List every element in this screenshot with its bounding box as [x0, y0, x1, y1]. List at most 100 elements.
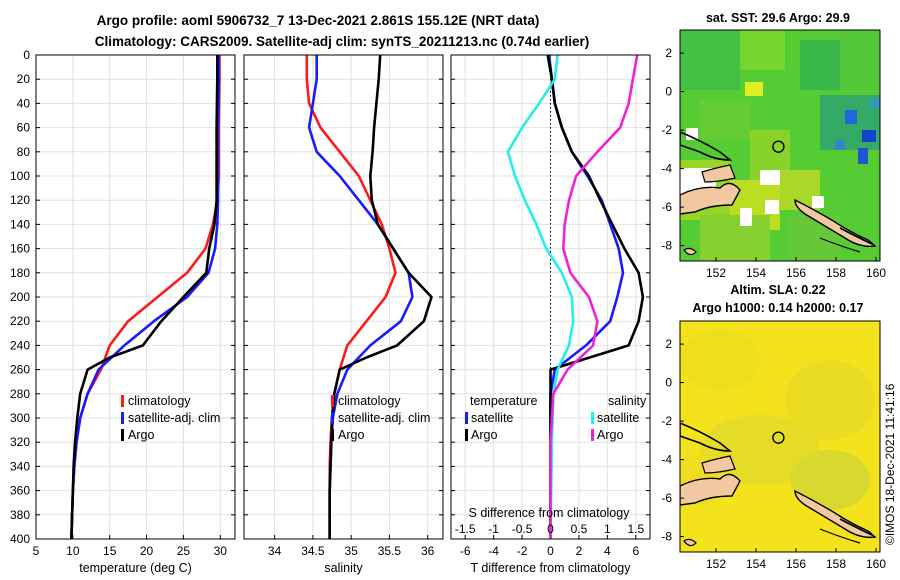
x-tick-label: 0 [547, 544, 554, 558]
x-tick-label: 20 [140, 544, 154, 558]
map-y-tick-label: 2 [665, 46, 672, 60]
legend-s-argo: Argo [597, 428, 623, 442]
legend-temperature-header: temperature [470, 394, 537, 408]
depth-tick-label: 380 [10, 508, 30, 522]
temperature-panel: 0 20 40 60 80 100 120 140 160 180 200 220 240 260 280 3… [10, 48, 236, 575]
legend-climatology-swatch [121, 395, 124, 407]
legend-satellite: satellite-adj. clim [128, 411, 220, 425]
map-x-tick-label: 160 [866, 266, 886, 280]
sst-map-axes: 152 154 156 158 160 2 0 -2 -4 -6 -8 [661, 46, 886, 280]
legend-satellite: satellite-adj. clim [338, 411, 430, 425]
legend-t-satellite-swatch [465, 412, 468, 424]
map-x-tick-label: 156 [786, 266, 806, 280]
x-tick-label: 34 [268, 544, 282, 558]
legend-salinity-header: salinity [608, 394, 647, 408]
x-tick-label: 34.5 [301, 544, 325, 558]
map-y-tick-label: -8 [661, 530, 672, 544]
legend-argo-swatch [331, 429, 334, 441]
depth-tick-label: 240 [10, 338, 30, 352]
legend-argo-swatch [121, 429, 124, 441]
legend-s-satellite-swatch [591, 412, 594, 424]
legend-satellite-swatch [121, 412, 124, 424]
figure-title-line1: Argo profile: aoml 5906732_7 13-Dec-2021… [97, 13, 540, 28]
map-x-tick-label: 160 [866, 557, 886, 571]
depth-tick-label: 80 [17, 145, 31, 159]
legend-satellite-swatch [331, 412, 334, 424]
difference-panel: -6 -4 -2 0 2 4 6T difference from climatology [450, 54, 651, 575]
map-y-tick-label: -6 [661, 491, 672, 505]
s-diff-tick-label: 1 [604, 522, 611, 536]
x-tick-label: 35 [344, 544, 358, 558]
s-diff-tick-label: 0 [547, 522, 554, 536]
depth-tick-label: 220 [10, 314, 30, 328]
sst-map-frame [679, 29, 881, 262]
x-tick-label: -6 [460, 544, 471, 558]
x-tick-label: 5 [33, 544, 40, 558]
depth-tick-label: 300 [10, 411, 30, 425]
map-x-tick-label: 152 [706, 557, 726, 571]
sla-map-image [680, 321, 880, 552]
legend-argo: Argo [338, 428, 364, 442]
map-y-tick-label: 2 [665, 337, 672, 351]
legend-s-satellite: satellite [597, 411, 639, 425]
x-axis-label: salinity [324, 561, 363, 575]
legend-climatology-swatch [331, 395, 334, 407]
x-tick-label: 35.5 [378, 544, 402, 558]
depth-tick-label: 20 [17, 72, 31, 86]
map-y-tick-label: -4 [661, 162, 672, 176]
x-axis-label: temperature (deg C) [79, 561, 192, 575]
sla-map-title-line2: Argo h1000: 0.14 h2000: 0.17 [693, 301, 864, 315]
map-y-tick-label: -2 [661, 123, 672, 137]
depth-tick-label: 60 [17, 121, 31, 135]
s-diff-tick-label: -0.5 [512, 522, 533, 536]
depth-tick-label: 280 [10, 387, 30, 401]
s-diff-tick-label: -1.5 [455, 522, 476, 536]
map-y-tick-label: 0 [665, 376, 672, 390]
x-tick-label: 6 [632, 544, 639, 558]
map-x-tick-label: 154 [746, 266, 766, 280]
x-tick-label: 10 [66, 544, 80, 558]
sla-argo-marker [772, 431, 785, 444]
legend-t-satellite: satellite [471, 411, 513, 425]
difference-legend: temperature satellite Argo salinity sate… [465, 394, 647, 442]
copyright-footer: ©IMOS 18-Dec-2021 11:41:16 [883, 383, 897, 545]
x-tick-label: 15 [103, 544, 117, 558]
sst-map-title: sat. SST: 29.6 Argo: 29.9 [706, 11, 850, 25]
depth-tick-label: 200 [10, 290, 30, 304]
depth-tick-label: 40 [17, 96, 31, 110]
legend-s-argo-swatch [591, 429, 594, 441]
s-diff-tick-label: 1.5 [627, 522, 644, 536]
legend-argo: Argo [128, 428, 154, 442]
depth-tick-label: 260 [10, 363, 30, 377]
legend-climatology: climatology [338, 394, 401, 408]
salinity-panel: 34 34.5 35 35.5 36 salinity [243, 54, 444, 575]
depth-tick-label: 360 [10, 484, 30, 498]
figure-title-line2: Climatology: CARS2009. Satellite-adj cli… [95, 34, 589, 49]
x-axis-label: T difference from climatology [470, 561, 631, 575]
panel-frame [450, 54, 651, 540]
map-y-tick-label: -4 [661, 453, 672, 467]
sst-map-image [680, 30, 880, 261]
series-line-argo [328, 54, 433, 539]
map-y-tick-label: -8 [661, 239, 672, 253]
depth-tick-label: 320 [10, 435, 30, 449]
sla-map-frame [679, 320, 881, 553]
depth-tick-label: 120 [10, 193, 30, 207]
depth-tick-label: 400 [10, 532, 30, 546]
depth-tick-label: 340 [10, 459, 30, 473]
x-tick-label: 2 [576, 544, 583, 558]
s-difference-ticks: -1.5 -1 -0.5 0 0.5 1 1.5 [455, 522, 645, 536]
map-x-tick-label: 158 [826, 557, 846, 571]
s-difference-axis-label: S difference from climatology [469, 506, 631, 520]
salinity-legend: climatology satellite-adj. clim Argo [331, 394, 430, 442]
x-tick-label: 36 [421, 544, 435, 558]
legend-t-argo: Argo [471, 428, 497, 442]
map-y-tick-label: -6 [661, 200, 672, 214]
panel-frame [243, 54, 444, 540]
series-line-salinity-satellite [506, 54, 575, 540]
sla-map-title-line1: Altim. SLA: 0.22 [730, 283, 825, 297]
depth-tick-label: 100 [10, 169, 30, 183]
x-tick-label: 25 [177, 544, 191, 558]
x-tick-label: -4 [488, 544, 499, 558]
